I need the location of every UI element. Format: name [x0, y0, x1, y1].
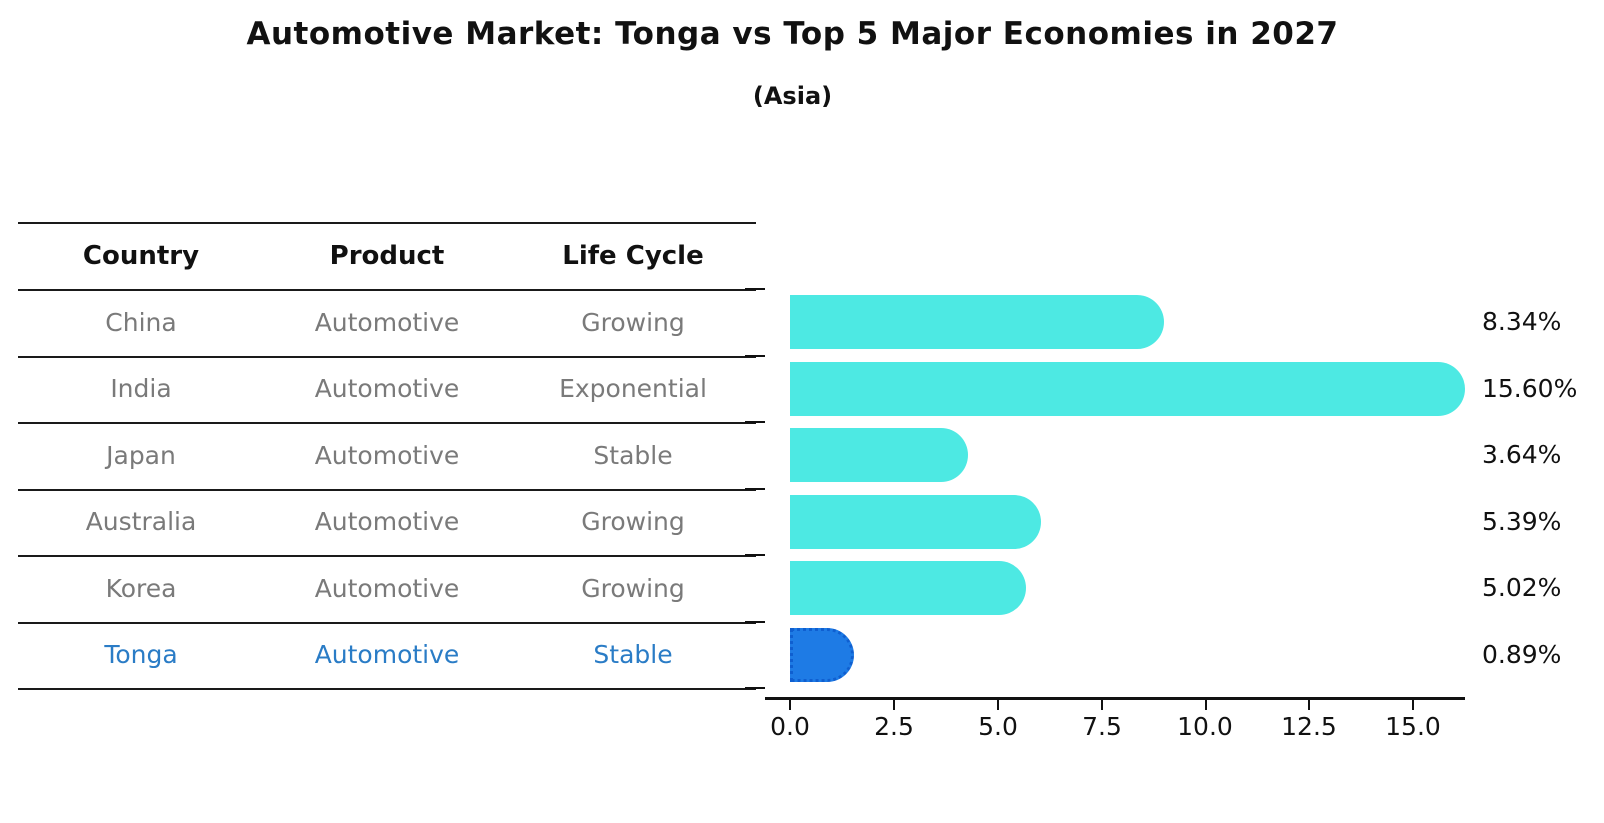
x-axis-tick	[1100, 700, 1103, 710]
table-rule-bottom	[18, 688, 756, 690]
x-axis-tick	[1204, 700, 1207, 710]
cell-country: Tonga	[104, 640, 178, 669]
y-axis-tick	[745, 620, 765, 623]
cell-life-cycle: Stable	[593, 640, 673, 669]
x-axis-line	[765, 697, 1465, 700]
cell-country: Australia	[85, 507, 197, 536]
x-axis-tick	[789, 700, 791, 710]
cell-country: China	[105, 307, 177, 337]
cell-life-cycle: Growing	[581, 507, 685, 536]
y-axis-tick	[745, 487, 765, 490]
table-row: Japan Automotive Stable	[18, 422, 756, 488]
x-axis-tick-label: 0.0	[770, 712, 810, 741]
y-axis-tick	[745, 354, 765, 357]
bar-value-label: 3.64%	[1482, 440, 1562, 469]
bar-value-label: 8.34%	[1482, 307, 1562, 336]
table-rule	[18, 355, 756, 358]
x-axis-tick-label: 10.0	[1177, 712, 1233, 741]
y-axis-tick	[745, 554, 765, 556]
bar-korea	[790, 561, 1026, 615]
cell-country: Japan	[106, 440, 176, 470]
x-axis-tick-label: 5.0	[978, 712, 1018, 741]
cell-product: Automotive	[314, 374, 460, 403]
cell-life-cycle: Stable	[593, 440, 673, 470]
cell-product: Automotive	[314, 440, 460, 470]
table-row: India Automotive Exponential	[18, 356, 756, 422]
table-rule-header	[18, 289, 756, 291]
bar-china	[790, 295, 1164, 349]
bar-australia	[790, 494, 1041, 549]
bar-value-label: 5.39%	[1482, 506, 1562, 536]
table-row: China Automotive Growing	[18, 289, 756, 355]
cell-product: Automotive	[314, 507, 460, 536]
x-axis-tick-label: 12.5	[1281, 712, 1337, 741]
bar-value-label: 0.89%	[1482, 639, 1562, 669]
cell-product: Automotive	[314, 640, 460, 669]
cell-product: Automotive	[314, 307, 460, 337]
y-axis-tick	[745, 421, 765, 423]
chart-title: Automotive Market: Tonga vs Top 5 Major …	[246, 16, 1339, 52]
cell-product: Automotive	[314, 573, 460, 603]
x-axis-tick	[892, 700, 895, 710]
bar-japan	[790, 428, 969, 482]
chart-subtitle: (Asia)	[752, 82, 833, 110]
table-rule	[18, 488, 756, 491]
table-header-row: Country Product Life Cycle	[18, 223, 756, 289]
table-row: Australia Automotive Growing	[18, 489, 756, 555]
cell-country: India	[110, 374, 172, 403]
bar-india	[790, 361, 1466, 416]
table-row-tonga: Tonga Automotive Stable	[18, 622, 756, 688]
cell-life-cycle: Growing	[581, 307, 685, 337]
x-axis-tick	[1308, 700, 1311, 710]
cell-country: Korea	[105, 573, 177, 603]
table-rule	[18, 555, 756, 557]
table-header-country: Country	[82, 241, 200, 271]
table-row: Korea Automotive Growing	[18, 555, 756, 621]
cell-life-cycle: Exponential	[559, 374, 707, 403]
bar-tonga	[790, 627, 854, 682]
x-axis-tick-label: 2.5	[874, 712, 914, 741]
table-rule-top	[18, 222, 756, 224]
x-axis-tick-label: 15.0	[1385, 712, 1441, 741]
x-axis-tick	[996, 700, 999, 710]
table-header-product: Product	[329, 241, 445, 271]
cell-life-cycle: Growing	[581, 573, 685, 603]
y-axis-tick	[745, 288, 765, 290]
x-axis-tick	[1412, 700, 1415, 710]
x-axis-tick-label: 7.5	[1082, 712, 1122, 741]
y-axis-tick	[745, 687, 765, 689]
bar-value-label: 15.60%	[1482, 373, 1578, 403]
bar-value-label: 5.02%	[1482, 573, 1562, 602]
table-rule	[18, 621, 756, 624]
table-header-life-cycle: Life Cycle	[562, 241, 704, 271]
table-rule	[18, 422, 756, 424]
